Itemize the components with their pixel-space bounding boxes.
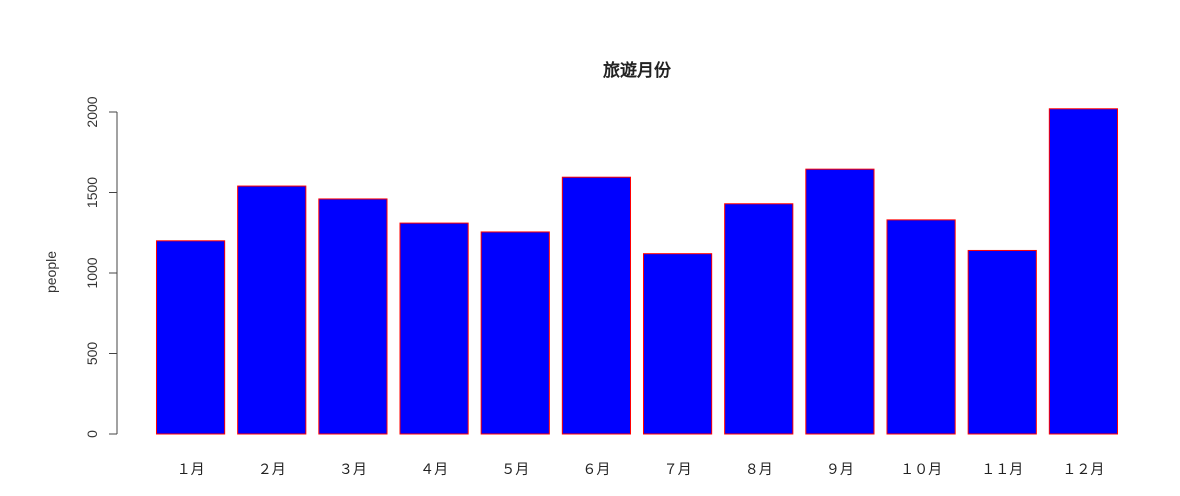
x-tick-label: １０月 <box>900 462 942 478</box>
bar <box>155 240 226 435</box>
y-tick-label: 0 <box>84 430 100 438</box>
x-tick-label: １２月 <box>1062 462 1104 478</box>
chart-title: 旅遊月份 <box>603 60 672 81</box>
x-tick-label: ２月 <box>258 462 286 478</box>
y-tick-label: 500 <box>84 342 100 366</box>
bar <box>967 249 1037 435</box>
bar <box>480 231 550 435</box>
y-tick-label: 1500 <box>84 177 100 208</box>
bars-group <box>155 108 1119 435</box>
bar <box>399 222 469 435</box>
y-tick-label: 2000 <box>84 96 100 127</box>
bar <box>724 203 794 435</box>
x-tick-label: ３月 <box>339 462 367 478</box>
y-axis: 0 500 1000 1500 2000 <box>84 96 118 438</box>
x-tick-label: ４月 <box>420 462 448 478</box>
x-axis-labels: １月 ２月 ３月 ４月 ５月 ６月 ７月 ８月 ９月 １０月 １１月 １２月 <box>177 462 1105 478</box>
x-tick-label: ８月 <box>745 462 773 478</box>
x-tick-label: １月 <box>177 462 205 478</box>
x-tick-label: ５月 <box>501 462 529 478</box>
bar <box>642 253 713 435</box>
y-axis-label: people <box>43 251 59 293</box>
x-tick-label: ７月 <box>664 462 692 478</box>
bar <box>1048 108 1119 435</box>
bar <box>886 219 956 435</box>
x-tick-label: ６月 <box>582 462 610 478</box>
bar <box>805 168 875 435</box>
x-tick-label: １１月 <box>981 462 1023 478</box>
x-tick-label: ９月 <box>826 462 854 478</box>
bar <box>561 176 632 435</box>
y-tick-label: 1000 <box>84 257 100 288</box>
bar <box>318 198 388 435</box>
bar <box>237 185 307 435</box>
